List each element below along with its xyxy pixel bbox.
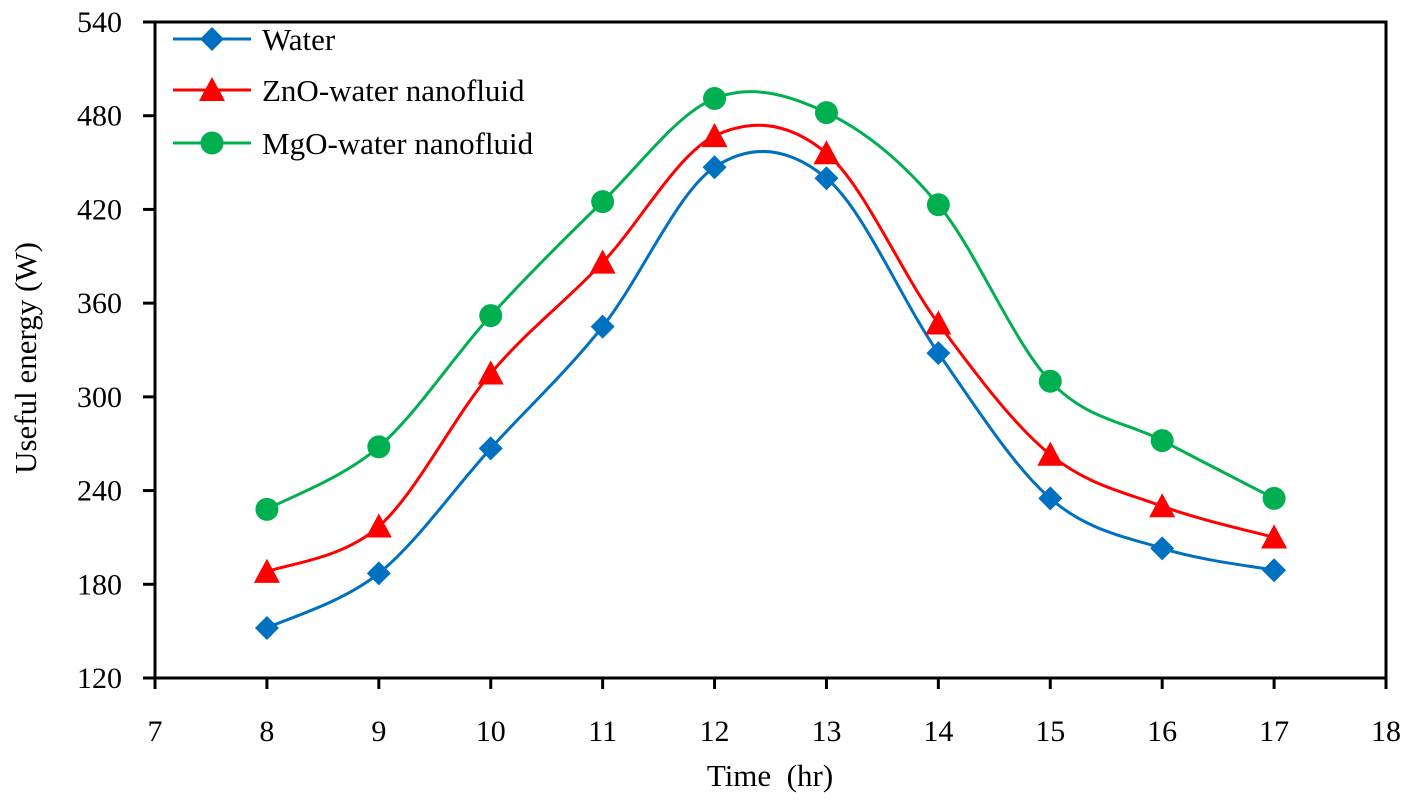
x-tick-label: 13 xyxy=(811,715,841,748)
legend-marker-triangle xyxy=(199,77,225,102)
legend-label: MgO-water nanofluid xyxy=(262,126,534,161)
data-point-circle xyxy=(703,87,727,111)
legend-item: ZnO-water nanofluid xyxy=(173,73,525,108)
y-tick-label: 120 xyxy=(77,662,122,695)
data-point-circle xyxy=(479,304,503,328)
data-point-circle xyxy=(1038,369,1062,393)
legend-marker-diamond xyxy=(200,27,224,51)
y-tick-label: 360 xyxy=(77,287,122,320)
series-mgo-water-nanofluid xyxy=(255,87,1286,521)
data-point-circle xyxy=(1150,429,1174,453)
x-tick-label: 18 xyxy=(1371,715,1401,748)
y-tick-label: 540 xyxy=(77,6,122,39)
data-point-triangle xyxy=(813,140,840,165)
y-tick-label: 240 xyxy=(77,475,122,508)
data-point-triangle xyxy=(1149,493,1176,518)
data-point-circle xyxy=(255,497,279,521)
data-point-triangle xyxy=(701,123,728,148)
series-line xyxy=(266,90,1275,511)
x-tick-label: 11 xyxy=(588,715,617,748)
legend: Water ZnO-water nanofluid MgO-water nanofl… xyxy=(173,22,534,161)
legend-item: Water xyxy=(173,22,336,57)
x-axis-title: Time (hr) xyxy=(707,758,833,793)
series-zno-water-nanofluid xyxy=(253,123,1288,583)
data-point-diamond xyxy=(702,155,727,180)
data-point-diamond xyxy=(926,341,951,366)
x-tick-label: 15 xyxy=(1035,715,1065,748)
y-tick-label: 180 xyxy=(77,568,122,601)
legend-marker-circle xyxy=(200,131,224,155)
data-point-diamond xyxy=(254,616,279,641)
data-point-circle xyxy=(926,193,950,217)
series-line xyxy=(266,149,1275,630)
x-tick-label: 8 xyxy=(259,715,274,748)
data-point-circle xyxy=(367,435,391,459)
data-point-diamond xyxy=(814,166,839,191)
x-tick-label: 9 xyxy=(371,715,386,748)
data-point-circle xyxy=(1262,486,1286,510)
data-point-diamond xyxy=(366,561,391,586)
data-point-triangle xyxy=(925,310,952,335)
y-tick-label: 300 xyxy=(77,381,122,414)
y-axis-title: Useful energy (W) xyxy=(8,242,43,474)
x-tick-label: 12 xyxy=(700,715,730,748)
legend-item: MgO-water nanofluid xyxy=(173,126,534,161)
x-tick-label: 7 xyxy=(148,715,163,748)
series-line xyxy=(266,123,1275,574)
data-point-triangle xyxy=(253,558,280,583)
x-axis-ticks: 7 8 9 10 11 12 13 14 15 16 17 18 xyxy=(148,678,1401,748)
y-axis-ticks: 120 180 240 300 360 420 480 540 xyxy=(77,6,155,695)
x-tick-label: 17 xyxy=(1259,715,1289,748)
x-tick-label: 14 xyxy=(923,715,953,748)
plot-area-frame xyxy=(153,20,1388,680)
legend-label: ZnO-water nanofluid xyxy=(262,73,525,108)
data-point-triangle xyxy=(589,249,616,274)
data-point-diamond xyxy=(1150,536,1175,561)
series-water xyxy=(254,149,1287,641)
data-point-circle xyxy=(591,190,615,214)
data-point-diamond xyxy=(1262,558,1287,583)
y-tick-label: 480 xyxy=(77,100,122,133)
y-tick-label: 420 xyxy=(77,193,122,226)
legend-label: Water xyxy=(262,22,336,57)
x-tick-label: 10 xyxy=(476,715,506,748)
data-point-circle xyxy=(814,101,838,125)
data-point-triangle xyxy=(477,360,504,385)
series-layer xyxy=(253,87,1288,641)
data-point-diamond xyxy=(590,314,615,339)
data-point-diamond xyxy=(1038,486,1063,511)
data-point-triangle xyxy=(365,513,392,538)
data-point-triangle xyxy=(1037,441,1064,466)
data-point-diamond xyxy=(478,436,503,461)
data-point-triangle xyxy=(1261,524,1288,549)
x-tick-label: 16 xyxy=(1147,715,1177,748)
